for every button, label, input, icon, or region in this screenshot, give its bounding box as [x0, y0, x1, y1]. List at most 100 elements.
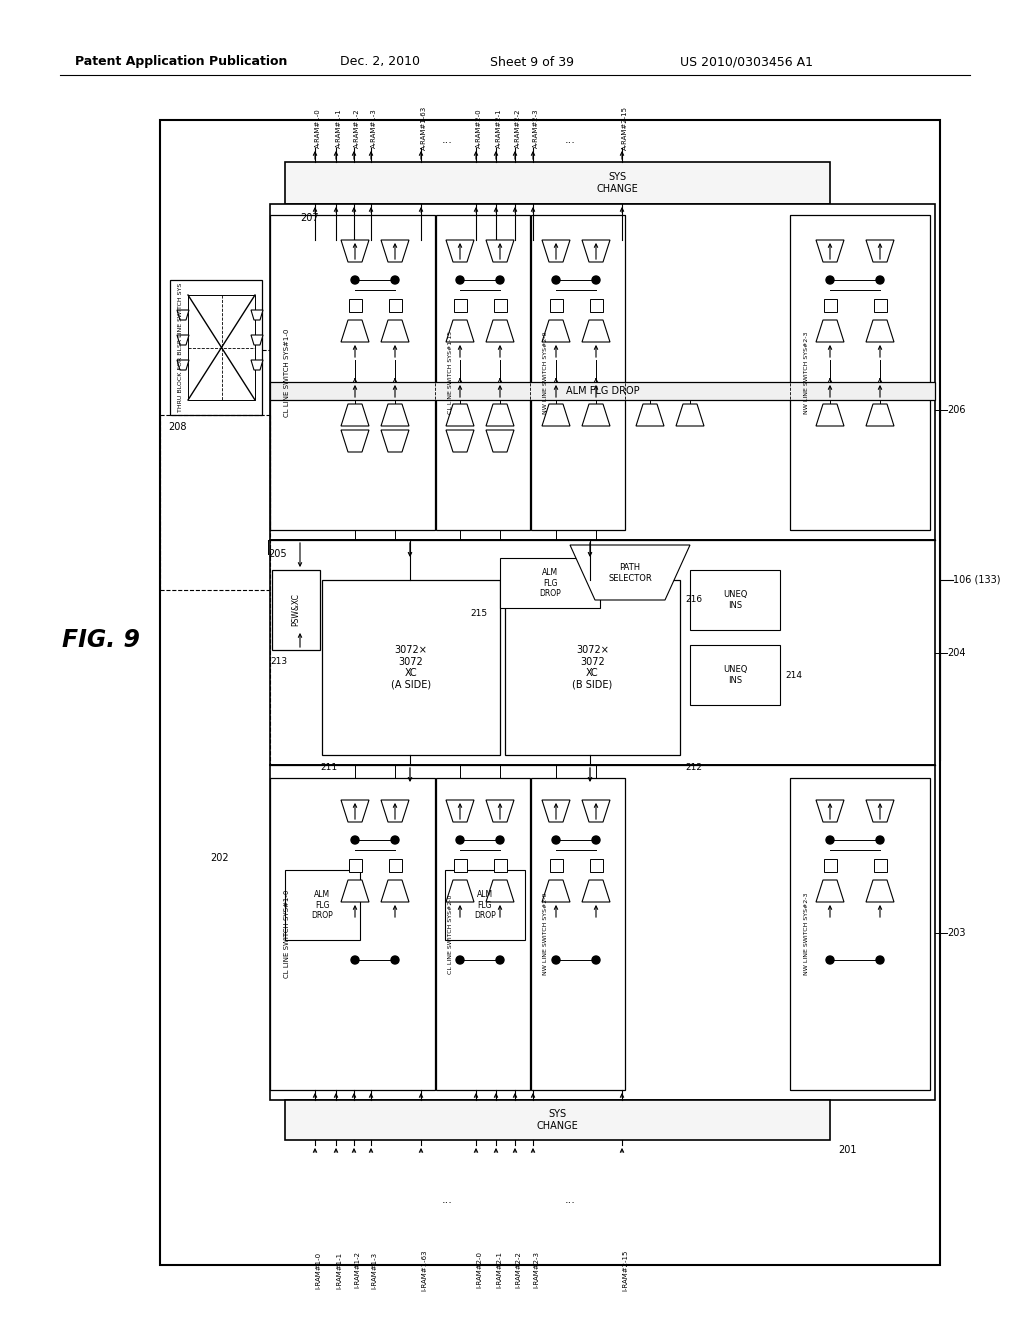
Text: A-RAM#2-1: A-RAM#2-1 [496, 108, 502, 148]
Polygon shape [341, 430, 369, 451]
Circle shape [552, 276, 560, 284]
Bar [690, 645, 780, 705]
Polygon shape [486, 240, 514, 261]
Circle shape [826, 276, 834, 284]
Polygon shape [341, 404, 369, 426]
Bar [790, 777, 930, 1090]
Bar [170, 280, 262, 414]
Text: UNEQ
INS: UNEQ INS [723, 665, 748, 685]
Text: Sheet 9 of 39: Sheet 9 of 39 [490, 55, 574, 69]
Bar [690, 570, 780, 630]
Polygon shape [341, 240, 369, 261]
Polygon shape [582, 240, 610, 261]
Polygon shape [446, 800, 474, 822]
Polygon shape [866, 800, 894, 822]
Text: CL LINE SWITCH SYS#2-0: CL LINE SWITCH SYS#2-0 [449, 895, 453, 974]
Text: ALM
FLG
DROP: ALM FLG DROP [474, 890, 496, 920]
Circle shape [552, 956, 560, 964]
Polygon shape [676, 404, 705, 426]
Bar [388, 858, 401, 871]
Polygon shape [446, 404, 474, 426]
Text: 211: 211 [319, 763, 337, 771]
Text: ALM FLG DROP: ALM FLG DROP [565, 385, 639, 396]
Bar [285, 1100, 830, 1140]
Text: I-RAM#2-15: I-RAM#2-15 [622, 1249, 628, 1291]
Bar [531, 215, 625, 531]
Text: CL LINE SWITCH SYS#1-0: CL LINE SWITCH SYS#1-0 [284, 329, 290, 417]
Bar [505, 579, 680, 755]
Text: 213: 213 [270, 657, 287, 667]
Text: I-RAM#1-3: I-RAM#1-3 [371, 1251, 377, 1288]
Bar [348, 858, 361, 871]
Text: A-RAM#1-1: A-RAM#1-1 [336, 108, 342, 148]
Text: SYS
CHANGE: SYS CHANGE [537, 1109, 579, 1131]
Polygon shape [816, 319, 844, 342]
Circle shape [351, 956, 359, 964]
Text: 214: 214 [785, 671, 802, 680]
Circle shape [391, 276, 399, 284]
Bar [445, 870, 525, 940]
Polygon shape [177, 360, 189, 370]
Text: ALM
FLG
DROP: ALM FLG DROP [311, 890, 334, 920]
Text: 3072×
3072
XC
(A SIDE): 3072× 3072 XC (A SIDE) [391, 645, 431, 690]
Polygon shape [486, 430, 514, 451]
Polygon shape [381, 404, 409, 426]
Text: ...: ... [441, 1195, 453, 1205]
Text: I-RAM#2-2: I-RAM#2-2 [515, 1251, 521, 1288]
Text: A-RAM#1-63: A-RAM#1-63 [421, 106, 427, 150]
Polygon shape [177, 335, 189, 345]
Bar [270, 381, 935, 400]
Polygon shape [542, 319, 570, 342]
Bar [823, 298, 837, 312]
Text: A-RAM#2-0: A-RAM#2-0 [476, 108, 482, 148]
Bar [388, 298, 401, 312]
Text: US 2010/0303456 A1: US 2010/0303456 A1 [680, 55, 813, 69]
Circle shape [496, 276, 504, 284]
Text: ...: ... [441, 135, 453, 145]
Text: ...: ... [564, 1195, 575, 1205]
Text: 204: 204 [947, 648, 966, 657]
Circle shape [876, 956, 884, 964]
Polygon shape [381, 430, 409, 451]
Bar [322, 579, 500, 755]
Bar [285, 870, 360, 940]
Text: PATH
SELECTOR: PATH SELECTOR [608, 564, 652, 582]
Text: NW LINE SWITCH SYS#2-0: NW LINE SWITCH SYS#2-0 [543, 331, 548, 413]
Circle shape [876, 836, 884, 843]
Text: 212: 212 [685, 763, 702, 771]
Polygon shape [381, 880, 409, 902]
Bar [873, 858, 887, 871]
Polygon shape [582, 880, 610, 902]
Text: NW LINE SWITCH SYS#2-3: NW LINE SWITCH SYS#2-3 [804, 892, 809, 975]
Text: CL LINE SWITCH SYS#1-15: CL LINE SWITCH SYS#1-15 [449, 331, 453, 414]
Circle shape [456, 836, 464, 843]
Text: 202: 202 [210, 853, 228, 863]
Text: A-RAM#2-15: A-RAM#2-15 [622, 106, 628, 150]
Text: I-RAM#2-0: I-RAM#2-0 [476, 1251, 482, 1288]
Bar [550, 298, 562, 312]
Circle shape [826, 956, 834, 964]
Polygon shape [486, 880, 514, 902]
Bar [270, 766, 935, 1100]
Bar [454, 298, 467, 312]
Polygon shape [542, 404, 570, 426]
Circle shape [391, 956, 399, 964]
Polygon shape [866, 319, 894, 342]
Bar [531, 777, 625, 1090]
Polygon shape [486, 404, 514, 426]
Polygon shape [446, 319, 474, 342]
Bar [590, 858, 602, 871]
Polygon shape [816, 240, 844, 261]
Text: A-RAM#1-0: A-RAM#1-0 [315, 108, 321, 148]
Circle shape [826, 836, 834, 843]
Bar [590, 298, 602, 312]
Text: 106 (133): 106 (133) [953, 576, 1000, 585]
Polygon shape [341, 319, 369, 342]
Text: FIG. 9: FIG. 9 [62, 628, 140, 652]
Text: THRU BLOCK FOR BLSR LINE SWITCH SYS: THRU BLOCK FOR BLSR LINE SWITCH SYS [178, 282, 183, 412]
Text: NW LINE SWITCH SYS#2-3: NW LINE SWITCH SYS#2-3 [804, 331, 809, 413]
Bar [823, 858, 837, 871]
Polygon shape [381, 240, 409, 261]
Bar [454, 858, 467, 871]
Text: I-RAM#2-3: I-RAM#2-3 [534, 1251, 539, 1288]
